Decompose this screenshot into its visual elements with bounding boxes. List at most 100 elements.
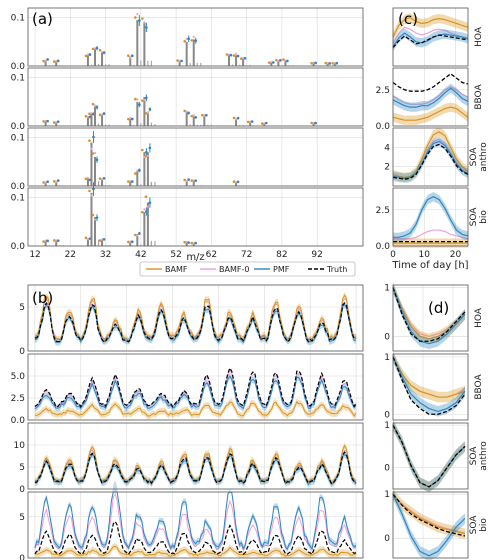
- series-line-truth: [392, 72, 469, 92]
- a-xtick-label: 32: [100, 250, 111, 260]
- a-bamf0-point: [234, 52, 238, 56]
- series-band-pmf: [393, 136, 468, 183]
- a-bamf0-point: [44, 119, 47, 123]
- a-truth-bar: [55, 240, 58, 246]
- a-minor-bar: [97, 242, 100, 246]
- a-ytick-label: 0.0: [11, 242, 26, 252]
- a-bamf-point: [42, 120, 45, 123]
- a-bamf-point: [134, 16, 137, 19]
- series-band-pmf: [393, 83, 468, 112]
- a-truth-bar: [136, 20, 139, 66]
- row-label-group: HOA: [474, 307, 484, 328]
- a-bamf0-point: [55, 239, 58, 242]
- a-truth-bar: [90, 192, 93, 246]
- row-label-bboa: BBOA: [474, 84, 484, 110]
- series-line-pmf: [392, 87, 469, 108]
- d-ytick-label: 0: [384, 410, 390, 420]
- b-series-line-truth: [34, 520, 357, 556]
- series-band-bamf: [393, 127, 468, 182]
- a-bamf0-point: [146, 154, 149, 158]
- series-band-bamf: [393, 351, 465, 403]
- legend: BAMF BAMF-0 PMF Truth: [139, 261, 356, 277]
- c-ytick-label: 4: [384, 143, 390, 153]
- a-bamf0-point: [129, 179, 132, 183]
- c-xlabel: Time of day [h]: [391, 260, 468, 271]
- a-truth-bar: [270, 62, 273, 66]
- a-bamf-point: [201, 113, 204, 117]
- a-truth-bar: [86, 178, 89, 186]
- a-pmf-point: [279, 59, 282, 62]
- a-bamf0-point: [136, 13, 139, 16]
- a-bamf-point: [232, 116, 236, 120]
- a-pmf-point: [102, 238, 106, 241]
- a-bamf0-point: [86, 176, 90, 179]
- a-bamf0-point: [333, 62, 336, 65]
- series-line-pmf: [392, 356, 466, 413]
- series-line-truth: [392, 424, 466, 488]
- a-bamf-point: [91, 102, 95, 106]
- a-xtick-label: 92: [311, 250, 322, 260]
- a-bamf-point: [183, 178, 186, 182]
- b-ytick-label: 0: [19, 554, 25, 560]
- a-truth-bar: [312, 63, 315, 66]
- a-minor-bar: [154, 181, 156, 186]
- a-bamf-point: [126, 54, 130, 58]
- a-bamf0-point: [129, 117, 132, 120]
- a-bamf-point: [126, 117, 130, 121]
- a-minor-bar: [242, 125, 244, 126]
- a-bamf-point: [190, 114, 194, 118]
- a-truth-bar: [136, 171, 139, 186]
- a-pmf-point: [92, 135, 95, 139]
- a-bamf-point: [88, 189, 91, 193]
- a-bamf-point: [190, 241, 194, 245]
- a-pmf-point: [335, 61, 339, 65]
- a-bamf0-point: [270, 60, 273, 64]
- a-bamf-point: [52, 121, 56, 124]
- a-truth-bar: [94, 49, 96, 66]
- row-label-soa-anthro: anthro: [479, 142, 489, 172]
- a-bamf-point: [98, 113, 102, 117]
- a-minor-bar: [97, 123, 100, 126]
- a-pmf-point: [194, 116, 198, 119]
- a-truth-bar: [86, 238, 89, 246]
- d-ytick-label: 1: [384, 283, 390, 293]
- a-minor-bar: [238, 64, 241, 66]
- row-label-group: BBOA: [474, 374, 484, 400]
- row-label-hoa: HOA: [474, 26, 484, 47]
- row-label-soa-bio: bio: [479, 518, 489, 532]
- a-pmf-point: [102, 177, 106, 180]
- a-xtick-label: 42: [135, 250, 146, 260]
- a-bamf-point: [324, 61, 328, 65]
- panel-label-c: (c): [398, 10, 418, 28]
- a-bamf-point: [134, 97, 137, 101]
- a-xtick-label: 52: [170, 250, 181, 260]
- a-pmf-point: [102, 51, 106, 54]
- a-truth-bar: [101, 178, 104, 186]
- row-label-soa-anthro: anthro: [479, 441, 489, 471]
- a-pmf-point: [328, 62, 332, 65]
- a-xtick-label: 22: [65, 250, 76, 260]
- a-minor-bar: [150, 122, 153, 126]
- a-ytick-label: 0.1: [11, 74, 25, 84]
- a-truth-bar: [192, 39, 195, 66]
- b-series-band-bamf: [34, 292, 357, 345]
- a-bamf0-point: [192, 179, 195, 182]
- a-bamf0-point: [100, 238, 104, 241]
- a-minor-bar: [97, 63, 100, 66]
- a-pmf-point: [148, 146, 152, 150]
- a-bamf0-point: [192, 114, 195, 117]
- row-label-group: SOA bio: [469, 207, 489, 227]
- a-bamf-point: [91, 152, 95, 155]
- a-pmf-point: [194, 241, 198, 245]
- a-pmf-point: [130, 117, 134, 121]
- series-band-bamf: [393, 488, 465, 540]
- c-xtick-label: 20: [450, 250, 462, 260]
- a-truth-bar: [55, 61, 58, 66]
- a-minor-bar: [207, 124, 209, 126]
- b-series-line-bamf-0: [34, 492, 357, 552]
- a-bamf0-point: [55, 60, 58, 63]
- a-axes-frame: [27, 127, 364, 187]
- series-line-pmf: [392, 287, 466, 345]
- a-minor-bar: [189, 124, 191, 126]
- a-truth-bar: [192, 243, 195, 246]
